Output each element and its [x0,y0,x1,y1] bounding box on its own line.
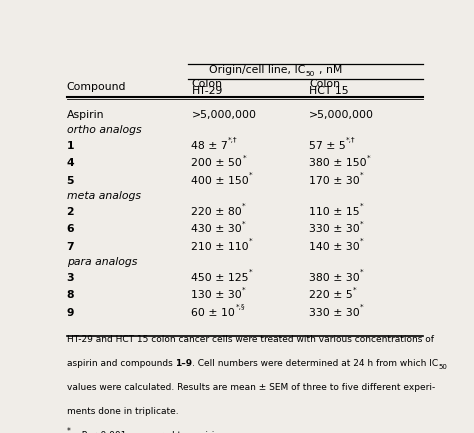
Text: P < 0.001 compared to aspirin.: P < 0.001 compared to aspirin. [76,431,223,433]
Text: *: * [242,220,246,226]
Text: 450 ± 125: 450 ± 125 [191,273,249,283]
Text: *: * [249,238,253,244]
Text: Compound: Compound [66,82,126,93]
Text: >5,000,000: >5,000,000 [309,110,374,120]
Text: values were calculated. Results are mean ± SEM of three to five different experi: values were calculated. Results are mean… [66,383,435,392]
Text: HCT 15: HCT 15 [309,86,349,96]
Text: Colon: Colon [191,79,222,89]
Text: *: * [360,304,364,310]
Text: 140 ± 30: 140 ± 30 [309,242,360,252]
Text: Colon: Colon [309,79,340,89]
Text: . Cell numbers were determined at 24 h from which IC: . Cell numbers were determined at 24 h f… [192,359,438,368]
Text: 330 ± 30: 330 ± 30 [309,224,360,234]
Text: 220 ± 80: 220 ± 80 [191,207,242,217]
Text: 170 ± 30: 170 ± 30 [309,176,360,186]
Text: 50: 50 [438,364,447,370]
Text: 9: 9 [66,308,74,318]
Text: para analogs: para analogs [66,257,137,267]
Text: 57 ± 5: 57 ± 5 [309,141,346,151]
Text: 2: 2 [66,207,74,217]
Text: HT-29 and HCT 15 colon cancer cells were treated with various concentrations of: HT-29 and HCT 15 colon cancer cells were… [66,335,434,344]
Text: *: * [367,154,370,160]
Text: 220 ± 5: 220 ± 5 [309,291,353,301]
Text: Origin/cell line, IC: Origin/cell line, IC [209,65,305,75]
Text: 380 ± 30: 380 ± 30 [309,273,360,283]
Text: 110 ± 15: 110 ± 15 [309,207,360,217]
Text: 3: 3 [66,273,74,283]
Text: meta analogs: meta analogs [66,191,141,201]
Text: *: * [66,427,71,433]
Text: aspirin and compounds: aspirin and compounds [66,359,175,368]
Text: *: * [242,203,246,209]
Text: , nM: , nM [319,65,343,75]
Text: 5: 5 [66,176,74,186]
Text: 50: 50 [305,71,315,78]
Text: ments done in triplicate.: ments done in triplicate. [66,407,178,416]
Text: Aspirin: Aspirin [66,110,104,120]
Text: *: * [242,154,246,160]
Text: 1: 1 [66,141,74,151]
Text: *: * [360,203,363,209]
Text: 8: 8 [66,291,74,301]
Text: 400 ± 150: 400 ± 150 [191,176,249,186]
Text: 210 ± 110: 210 ± 110 [191,242,249,252]
Text: 200 ± 50: 200 ± 50 [191,158,242,168]
Text: 60 ± 10: 60 ± 10 [191,308,236,318]
Text: *,†: *,† [228,137,238,143]
Text: *: * [360,238,364,244]
Text: *: * [360,171,364,178]
Text: *: * [249,171,253,178]
Text: *: * [353,286,356,292]
Text: *,§: *,§ [236,304,245,310]
Text: 4: 4 [66,158,74,168]
Text: *: * [249,269,253,275]
Text: 48 ± 7: 48 ± 7 [191,141,228,151]
Text: 1–9: 1–9 [175,359,192,368]
Text: *,†: *,† [346,137,356,143]
Text: >5,000,000: >5,000,000 [191,110,256,120]
Text: 130 ± 30: 130 ± 30 [191,291,242,301]
Text: 7: 7 [66,242,74,252]
Text: 6: 6 [66,224,74,234]
Text: 380 ± 150: 380 ± 150 [309,158,367,168]
Text: HT-29: HT-29 [191,86,223,96]
Text: *: * [360,220,364,226]
Text: ortho analogs: ortho analogs [66,125,141,135]
Text: *: * [360,269,364,275]
Text: 430 ± 30: 430 ± 30 [191,224,242,234]
Text: *: * [242,286,246,292]
Text: 330 ± 30: 330 ± 30 [309,308,360,318]
